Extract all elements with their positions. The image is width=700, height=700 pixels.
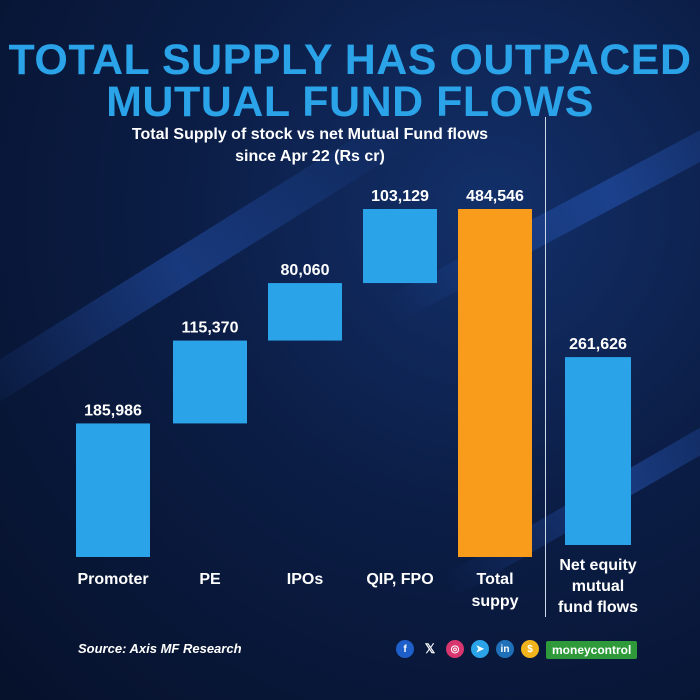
linkedin-icon[interactable]: in <box>496 640 514 658</box>
comparison-category-label-0: fund flows <box>558 599 638 616</box>
waterfall-category-label-3: QIP, FPO <box>366 571 433 588</box>
waterfall-category-label-4: suppy <box>471 593 518 610</box>
waterfall-category-label-0: Promoter <box>77 571 148 588</box>
facebook-icon[interactable]: f <box>396 640 414 658</box>
moneycontrol-logo: moneycontrol <box>546 641 638 659</box>
comparison-category-label-0: Net equity <box>559 557 636 574</box>
waterfall-bar-4 <box>458 209 532 557</box>
waterfall-value-label-0: 185,986 <box>84 402 142 419</box>
comparison-category-label-0: mutual <box>572 578 624 595</box>
waterfall-bar-0 <box>76 423 150 557</box>
source-note: Source: Axis MF Research <box>78 641 242 656</box>
comparison-value-label-0: 261,626 <box>569 336 627 353</box>
chart-subtitle-line-2: since Apr 22 (Rs cr) <box>235 148 385 165</box>
telegram-icon[interactable]: ➤ <box>471 640 489 658</box>
waterfall-category-label-1: PE <box>199 571 221 588</box>
waterfall-value-label-1: 115,370 <box>182 320 239 337</box>
instagram-icon[interactable]: ◎ <box>446 640 464 658</box>
waterfall-bar-1 <box>173 340 247 424</box>
waterfall-bar-2 <box>268 283 342 341</box>
chart-title-line-2: MUTUAL FUND FLOWS <box>106 78 594 126</box>
social-icons: f 𝕏 ◎ ➤ in $ <box>396 640 539 658</box>
waterfall-bar-3 <box>363 209 437 284</box>
waterfall-value-label-4: 484,546 <box>466 188 524 205</box>
comparison-bar-0 <box>565 357 631 545</box>
chart-subtitle-line-1: Total Supply of stock vs net Mutual Fund… <box>131 126 489 143</box>
google-pay-icon[interactable]: $ <box>521 640 539 658</box>
chart-title-line-1: TOTAL SUPPLY HAS OUTPACED <box>8 36 692 84</box>
waterfall-category-label-4: Total <box>476 571 513 588</box>
section-divider <box>545 117 546 617</box>
x-twitter-icon[interactable]: 𝕏 <box>424 641 436 656</box>
waterfall-value-label-3: 103,129 <box>371 188 429 205</box>
waterfall-value-label-2: 80,060 <box>281 262 330 279</box>
waterfall-category-label-2: IPOs <box>287 571 324 588</box>
